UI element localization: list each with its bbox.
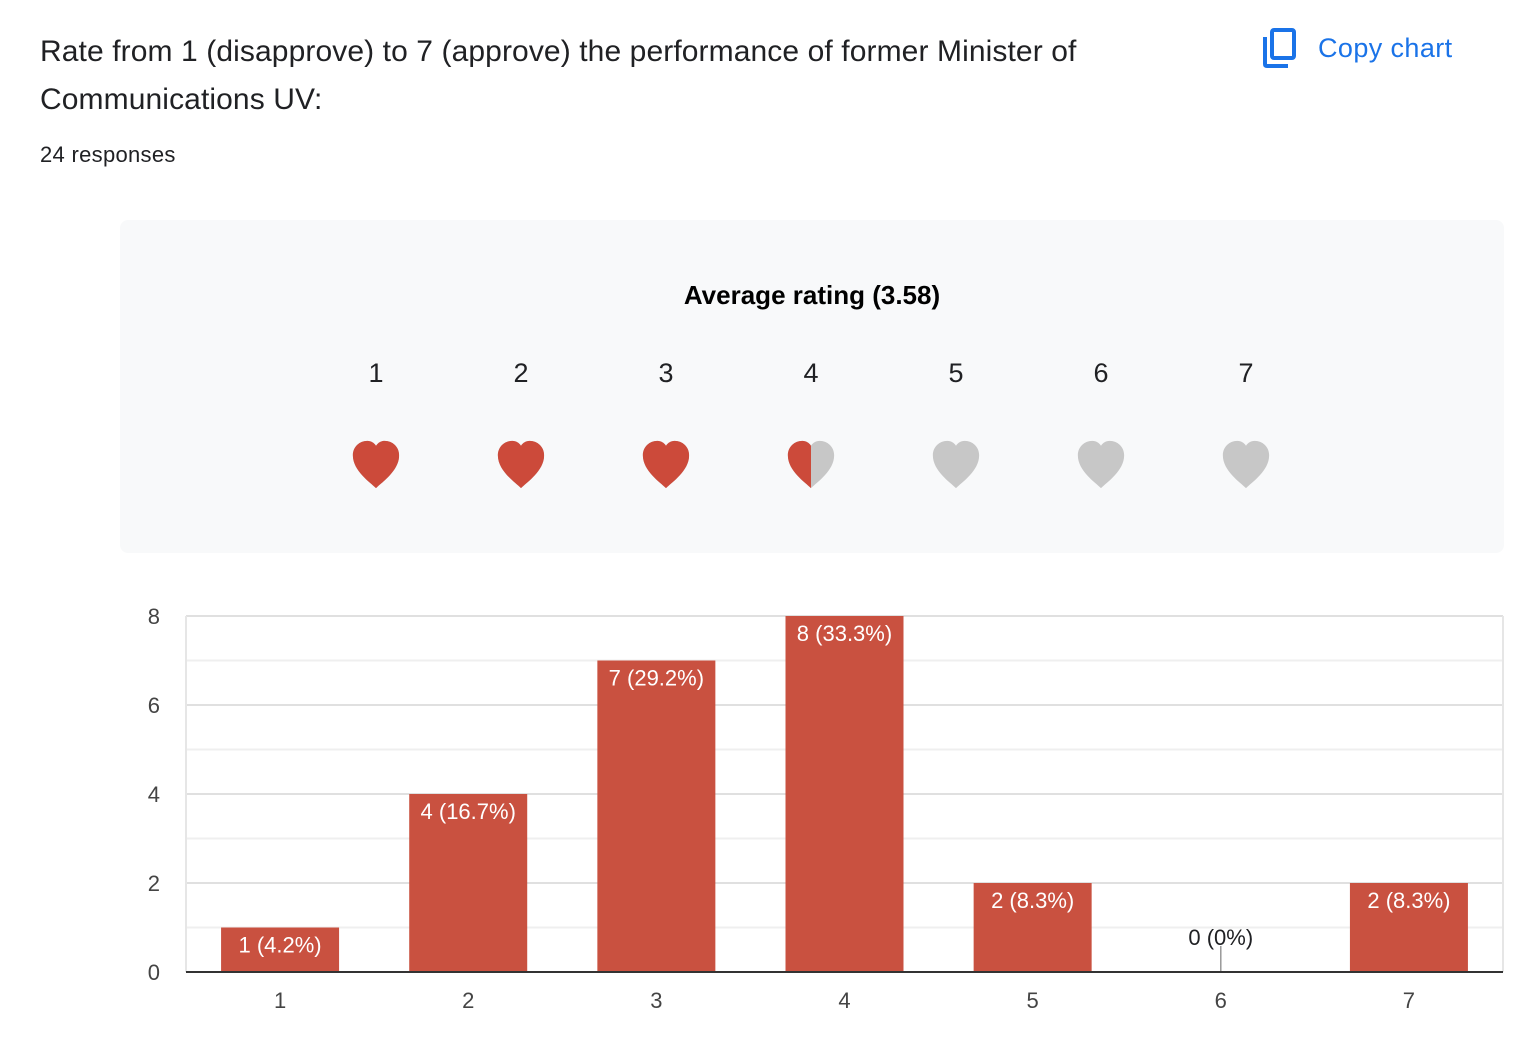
y-tick-label: 2 xyxy=(148,871,160,896)
bar-data-label: 4 (16.7%) xyxy=(421,799,516,824)
y-tick-label: 8 xyxy=(148,604,160,629)
bar-data-label: 0 (0%) xyxy=(1188,925,1253,950)
x-tick-label: 6 xyxy=(1215,988,1227,1013)
bar-data-label: 8 (33.3%) xyxy=(797,621,892,646)
bar xyxy=(221,927,340,972)
scale-number-7: 7 xyxy=(1238,358,1254,388)
heart-icon xyxy=(1073,438,1129,492)
copy-chart-label: Copy chart xyxy=(1318,32,1453,63)
bar xyxy=(785,616,904,972)
scale-number-2: 2 xyxy=(513,358,529,388)
scale-number-6: 6 xyxy=(1093,358,1109,388)
heart-icon xyxy=(493,438,549,492)
bar xyxy=(409,794,528,972)
bar xyxy=(597,660,716,972)
bar xyxy=(1349,883,1468,972)
x-tick-label: 4 xyxy=(838,988,850,1013)
scale-number-3: 3 xyxy=(658,358,674,388)
heart-icon xyxy=(348,438,404,492)
scale-number-5: 5 xyxy=(948,358,964,388)
y-tick-label: 0 xyxy=(148,960,160,985)
scale-number-1: 1 xyxy=(368,358,384,388)
bar-data-label: 7 (29.2%) xyxy=(609,666,704,691)
copy-chart-button[interactable]: Copy chart xyxy=(1262,26,1453,70)
heart-icon xyxy=(638,438,694,492)
y-tick-label: 6 xyxy=(148,693,160,718)
bar xyxy=(973,883,1092,972)
heart-icon xyxy=(1218,438,1274,492)
average-rating-panel: Average rating (3.58) 1 2 3 4 5 6 7 xyxy=(120,220,1504,553)
copy-icon xyxy=(1263,28,1296,68)
question-title: Rate from 1 (disapprove) to 7 (approve) … xyxy=(40,35,1077,116)
y-tick-label: 4 xyxy=(148,782,160,807)
bar-data-label: 2 (8.3%) xyxy=(991,888,1074,913)
bar-data-label: 1 (4.2%) xyxy=(238,933,321,958)
response-count: 24 responses xyxy=(40,142,176,167)
x-tick-label: 5 xyxy=(1027,988,1039,1013)
x-tick-label: 7 xyxy=(1403,988,1415,1013)
x-tick-label: 1 xyxy=(274,988,286,1013)
scale-number-4: 4 xyxy=(803,358,819,388)
x-tick-label: 3 xyxy=(650,988,662,1013)
heart-icon xyxy=(783,438,839,492)
heart-icon xyxy=(928,438,984,492)
x-tick-label: 2 xyxy=(462,988,474,1013)
average-rating-label: Average rating (3.58) xyxy=(683,280,941,310)
bar-data-label: 2 (8.3%) xyxy=(1367,888,1450,913)
